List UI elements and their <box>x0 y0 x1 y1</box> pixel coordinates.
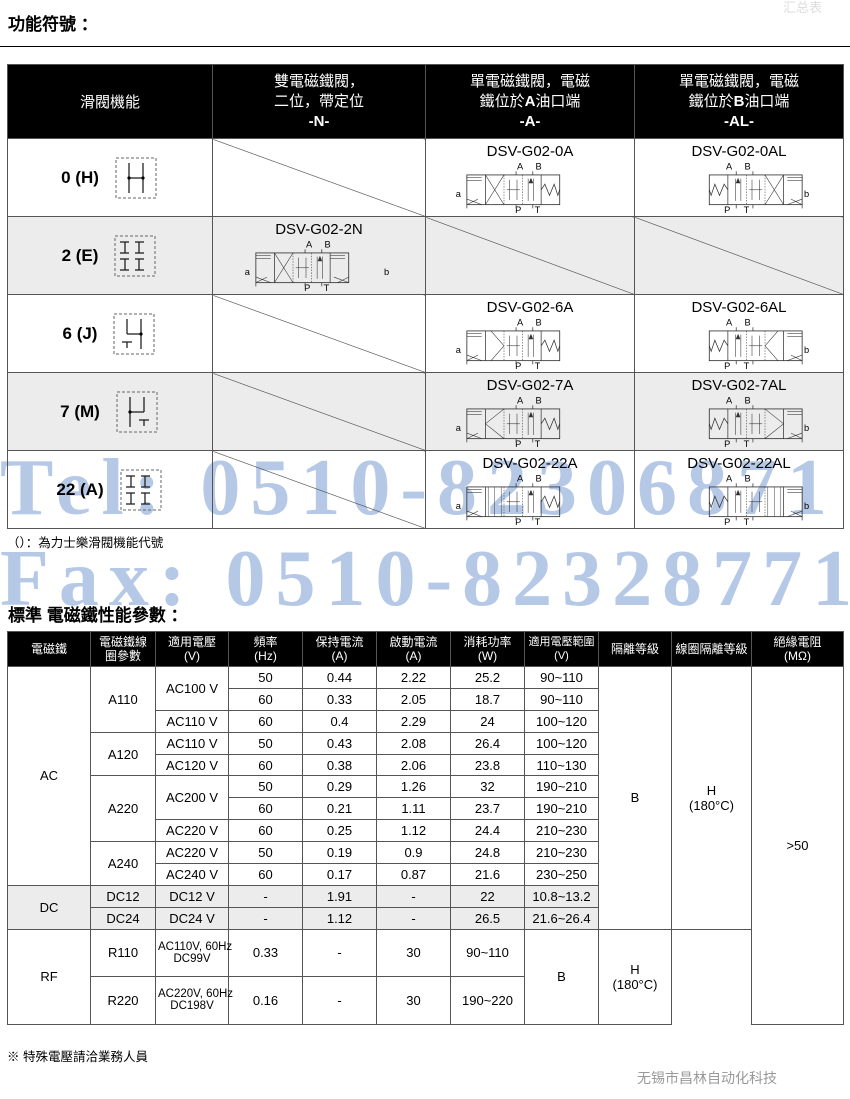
svg-text:b: b <box>804 423 809 433</box>
svg-text:b: b <box>384 267 389 277</box>
svg-text:b: b <box>804 501 809 511</box>
svg-text:T: T <box>744 205 750 213</box>
svg-text:a: a <box>456 189 462 199</box>
svg-text:B: B <box>745 395 751 405</box>
svg-text:B: B <box>745 317 751 327</box>
svg-text:b: b <box>804 189 809 199</box>
svg-text:T: T <box>744 439 750 447</box>
svg-text:A: A <box>726 161 733 171</box>
svg-text:a: a <box>456 423 462 433</box>
svg-text:T: T <box>535 205 541 213</box>
svg-text:T: T <box>324 283 330 291</box>
svg-text:A: A <box>517 161 524 171</box>
svg-text:a: a <box>456 345 462 355</box>
svg-text:B: B <box>536 395 542 405</box>
svg-text:T: T <box>744 517 750 525</box>
svg-text:P: P <box>724 517 730 525</box>
svg-text:A: A <box>517 395 524 405</box>
svg-text:T: T <box>535 517 541 525</box>
svg-text:P: P <box>724 361 730 369</box>
svg-text:P: P <box>724 205 730 213</box>
svg-text:T: T <box>535 439 541 447</box>
svg-text:B: B <box>536 317 542 327</box>
svg-text:B: B <box>325 239 331 249</box>
svg-text:A: A <box>517 317 524 327</box>
svg-text:T: T <box>744 361 750 369</box>
svg-text:A: A <box>726 317 733 327</box>
svg-text:B: B <box>745 473 751 483</box>
svg-text:a: a <box>456 501 462 511</box>
svg-text:P: P <box>724 439 730 447</box>
svg-text:A: A <box>306 239 313 249</box>
svg-text:T: T <box>535 361 541 369</box>
svg-text:B: B <box>536 161 542 171</box>
svg-text:B: B <box>536 473 542 483</box>
svg-text:B: B <box>745 161 751 171</box>
svg-text:A: A <box>517 473 524 483</box>
svg-text:A: A <box>726 395 733 405</box>
svg-text:b: b <box>804 345 809 355</box>
svg-text:A: A <box>726 473 733 483</box>
svg-text:a: a <box>245 267 251 277</box>
